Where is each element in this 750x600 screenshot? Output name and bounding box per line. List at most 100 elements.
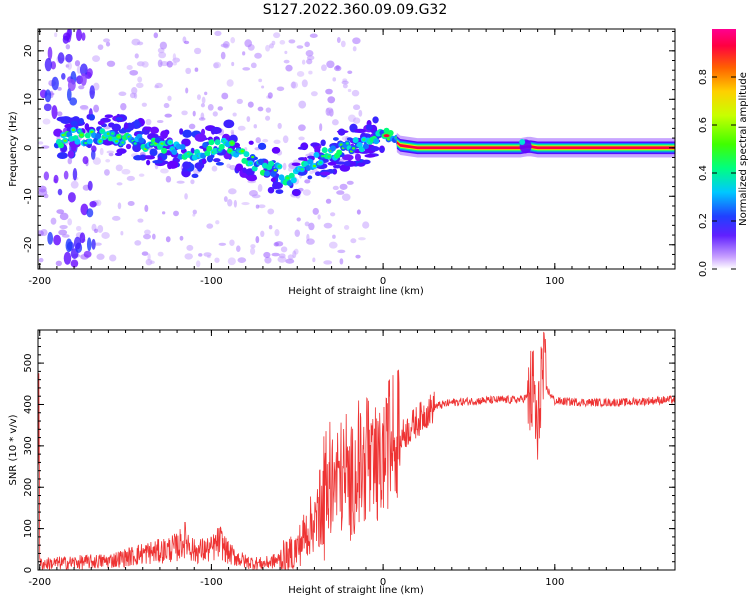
heatmap-noise-blob	[335, 65, 340, 70]
heatmap-noise-blob	[173, 210, 179, 217]
heatmap-band-blob	[267, 186, 275, 194]
heatmap-noise-blob	[200, 103, 205, 108]
heatmap-noise-blob	[70, 180, 79, 189]
heatmap-ridge-core	[63, 139, 67, 142]
heatmap-noise-blob	[352, 117, 361, 124]
y-tick-label: -10	[23, 188, 34, 204]
heatmap-noise-blob	[212, 111, 218, 117]
heatmap-noise-blob	[292, 250, 297, 259]
heatmap-ridge-core	[283, 181, 288, 184]
heatmap-noise-blob	[325, 88, 333, 95]
heatmap-band-blob	[179, 128, 184, 135]
heatmap-band-blob	[210, 126, 222, 135]
heatmap-noise-blob	[296, 217, 301, 222]
heatmap-band-blob	[88, 114, 96, 121]
heatmap-ridge-blob	[74, 138, 81, 145]
heatmap-streak-blob	[43, 103, 52, 112]
heatmap-noise-blob	[362, 221, 370, 229]
heatmap-noise-blob	[339, 258, 344, 265]
heatmap-noise-blob	[290, 81, 299, 89]
heatmap-noise-blob	[352, 37, 361, 45]
colorbar	[712, 29, 736, 269]
heatmap-noise-blob	[93, 82, 100, 91]
heatmap-noise-blob	[231, 61, 235, 67]
y-tick-label: 200	[23, 478, 34, 497]
heatmap-noise-blob	[193, 47, 202, 55]
heatmap-noise-blob	[109, 254, 117, 262]
heatmap-ridge-blob	[257, 158, 264, 165]
heatmap-streak-blob	[62, 35, 69, 44]
heatmap-noise-blob	[237, 125, 246, 131]
heatmap-streak-blob	[57, 52, 65, 64]
heatmap-noise-blob	[265, 107, 272, 113]
heatmap-noise-blob	[356, 209, 361, 215]
heatmap-noise-blob	[145, 118, 152, 126]
heatmap-noise-blob	[304, 221, 310, 227]
heatmap-noise-blob	[159, 41, 168, 50]
x-tick-label: -100	[200, 577, 223, 588]
heatmap-noise-blob	[96, 253, 105, 260]
heatmap-noise-blob	[250, 244, 256, 249]
heatmap-band-blob	[149, 126, 160, 134]
heatmap-noise-blob	[255, 204, 260, 209]
heatmap-noise-blob	[126, 64, 133, 70]
heatmap-band-blob	[364, 154, 376, 158]
heatmap-noise-blob	[255, 235, 260, 244]
heatmap-noise-blob	[292, 159, 301, 164]
top-y-axis-label: Frequency (Hz)	[8, 111, 19, 187]
heatmap-ridge-core	[100, 129, 104, 133]
heatmap-ridge-blob	[138, 137, 145, 144]
heatmap-band-blob	[248, 140, 254, 145]
heatmap-ridge-blob	[268, 160, 275, 167]
heatmap-noise-blob	[247, 101, 254, 108]
heatmap-band-blob	[144, 126, 152, 131]
heatmap-noise-blob	[268, 224, 273, 230]
heatmap-streak-blob	[63, 251, 72, 265]
heatmap-noise-blob	[332, 234, 336, 239]
heatmap-noise-blob	[351, 89, 360, 97]
colorbar-ticks: 0.0 0.2 0.4 0.6 0.8	[698, 69, 736, 277]
heatmap-noise-blob	[312, 257, 316, 263]
heatmap-noise-blob	[106, 60, 116, 67]
heatmap-band-blob	[297, 146, 306, 150]
heatmap-noise-blob	[166, 60, 173, 68]
heatmap-noise-blob	[158, 51, 167, 59]
heatmap-band-blob	[365, 124, 373, 131]
heatmap-ridge-core	[240, 150, 244, 153]
heatmap-streak-blob	[51, 105, 58, 120]
heatmap-noise-blob	[229, 239, 235, 246]
heatmap-streak-blob	[69, 97, 78, 106]
heatmap-noise-blob	[153, 32, 159, 39]
heatmap-noise-blob	[141, 251, 149, 256]
heatmap-noise-blob	[116, 182, 123, 186]
heatmap-band-blob	[125, 143, 132, 150]
heatmap-band-blob	[342, 154, 354, 161]
heatmap-noise-blob	[230, 37, 236, 44]
top-x-axis-label: Height of straight line (km)	[288, 286, 424, 297]
heatmap-streak-blob	[82, 156, 89, 165]
heatmap-streak-blob	[87, 180, 93, 191]
y-tick-label: 0	[23, 145, 34, 151]
page-title: S127.2022.360.09.09.G32	[262, 2, 448, 18]
heatmap-streak-blob	[86, 208, 94, 218]
heatmap-noise-blob	[336, 36, 341, 43]
heatmap-noise-blob	[120, 231, 124, 236]
heatmap-streak-blob	[67, 79, 76, 92]
heatmap-band-blob	[332, 164, 342, 169]
heatmap-noise-blob	[67, 218, 73, 226]
heatmap-noise-blob	[54, 32, 58, 38]
heatmap-noise-blob	[328, 241, 338, 249]
heatmap-ridge-blob	[264, 170, 271, 177]
y-tick-label: 300	[23, 436, 34, 455]
bottom-plot-frame	[37, 329, 676, 571]
heatmap-band-blob	[320, 139, 326, 147]
spectrogram-heatmap	[38, 29, 675, 268]
heatmap-noise-blob	[214, 257, 220, 263]
heatmap-noise-blob	[278, 253, 286, 259]
heatmap-ridge-core	[168, 141, 172, 144]
heatmap-noise-blob	[276, 86, 285, 92]
heatmap-streak-blob	[89, 85, 95, 100]
heatmap-noise-blob	[192, 110, 196, 117]
heatmap-ridge-core	[312, 164, 317, 168]
heatmap-noise-blob	[321, 64, 327, 72]
